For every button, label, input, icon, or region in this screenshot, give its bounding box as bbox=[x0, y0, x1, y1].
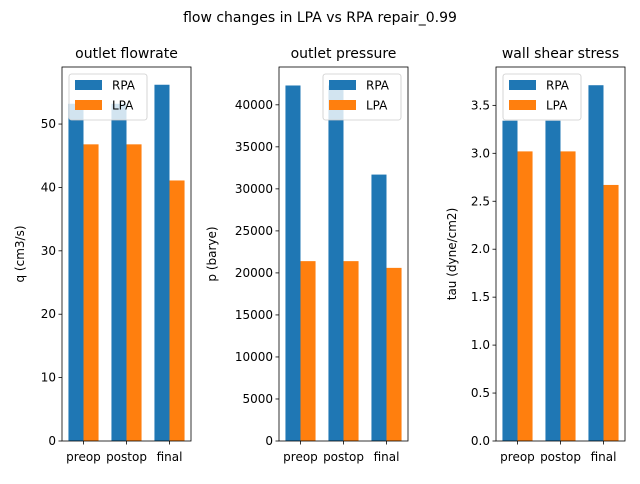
bar-lpa-final bbox=[169, 180, 185, 441]
y-tick-label: 30 bbox=[41, 244, 56, 258]
bar-rpa-final bbox=[371, 174, 387, 441]
bar-rpa-preop bbox=[68, 103, 84, 442]
y-tick-label: 40000 bbox=[235, 98, 273, 112]
y-tick-label: 2.0 bbox=[471, 242, 490, 256]
bar-lpa-final bbox=[386, 267, 402, 441]
legend-label-lpa: LPA bbox=[546, 99, 568, 113]
y-axis-label: tau (dyne/cm2) bbox=[445, 208, 459, 301]
y-tick-label: 1.5 bbox=[471, 290, 490, 304]
y-tick-label: 1.0 bbox=[471, 338, 490, 352]
legend-label-rpa: RPA bbox=[112, 79, 136, 93]
y-tick-label: 40 bbox=[41, 180, 56, 194]
subplot-2: 0 5000 10000 15000 20000 25000 30000 35000 40000… bbox=[205, 46, 409, 464]
y-tick-label: 2.5 bbox=[471, 194, 490, 208]
x-tick-label: final bbox=[157, 450, 183, 464]
legend-label-rpa: RPA bbox=[366, 79, 390, 93]
x-tick-label: preop bbox=[283, 450, 318, 464]
y-tick-label: 0 bbox=[48, 434, 56, 448]
legend-label-rpa: RPA bbox=[546, 79, 570, 93]
legend-swatch-rpa bbox=[329, 80, 356, 90]
bar-rpa-postop bbox=[111, 103, 127, 442]
x-tick-label: postop bbox=[106, 450, 147, 464]
y-axis-label: p (barye) bbox=[205, 226, 219, 281]
bar-rpa-preop bbox=[502, 120, 518, 441]
y-axis-label: q (cm3/s) bbox=[13, 225, 27, 282]
y-tick-label: 5000 bbox=[242, 392, 273, 406]
legend-label-lpa: LPA bbox=[112, 99, 134, 113]
bar-lpa-postop bbox=[560, 151, 576, 441]
bar-lpa-preop bbox=[300, 261, 316, 441]
y-tick-label: 10000 bbox=[235, 350, 273, 364]
y-tick-label: 15000 bbox=[235, 308, 273, 322]
legend: RPA LPA bbox=[68, 73, 148, 121]
legend-swatch-lpa bbox=[329, 100, 356, 110]
bar-rpa-postop bbox=[545, 120, 561, 441]
y-tick-label: 3.0 bbox=[471, 146, 490, 160]
y-tick-label: 20000 bbox=[235, 266, 273, 280]
subplot-title: outlet flowrate bbox=[75, 46, 178, 62]
y-tick-label: 0.5 bbox=[471, 386, 490, 400]
x-tick-label: preop bbox=[66, 450, 101, 464]
bar-lpa-postop bbox=[343, 261, 359, 441]
y-tick-label: 25000 bbox=[235, 224, 273, 238]
bar-lpa-final bbox=[603, 184, 619, 441]
x-tick-label: postop bbox=[540, 450, 581, 464]
legend-swatch-rpa bbox=[509, 80, 536, 90]
legend: RPA LPA bbox=[322, 73, 402, 121]
bar-lpa-postop bbox=[126, 144, 142, 441]
subplot-3: 0.0 0.5 1.0 1.5 2.0 2.5 3.0 3.5 preop postop final… bbox=[445, 46, 626, 464]
legend-swatch-lpa bbox=[509, 100, 536, 110]
bar-rpa-final bbox=[154, 84, 170, 441]
subplot-title: outlet pressure bbox=[291, 46, 397, 62]
bar-rpa-final bbox=[588, 85, 604, 441]
y-tick-label: 35000 bbox=[235, 140, 273, 154]
figure-suptitle: flow changes in LPA vs RPA repair_0.99 bbox=[183, 10, 457, 26]
y-tick-label: 0 bbox=[265, 434, 273, 448]
y-tick-label: 50 bbox=[41, 117, 56, 131]
x-tick-label: postop bbox=[323, 450, 364, 464]
y-tick-label: 20 bbox=[41, 307, 56, 321]
legend-label-lpa: LPA bbox=[366, 99, 388, 113]
y-tick-label: 30000 bbox=[235, 182, 273, 196]
x-tick-label: final bbox=[591, 450, 617, 464]
legend: RPA LPA bbox=[502, 73, 582, 121]
bar-rpa-preop bbox=[285, 85, 301, 442]
legend-swatch-rpa bbox=[75, 80, 102, 90]
subplots: 0 10 20 30 40 50 preop postop final outlet flowra… bbox=[13, 46, 626, 464]
bar-lpa-preop bbox=[83, 144, 99, 441]
y-tick-label: 10 bbox=[41, 371, 56, 385]
bar-lpa-preop bbox=[517, 151, 533, 441]
y-tick-label: 0.0 bbox=[471, 434, 490, 448]
subplot-title: wall shear stress bbox=[502, 46, 619, 62]
legend-swatch-lpa bbox=[75, 100, 102, 110]
bar-rpa-postop bbox=[328, 85, 344, 442]
subplot-1: 0 10 20 30 40 50 preop postop final outlet flowra… bbox=[13, 46, 192, 464]
x-tick-label: preop bbox=[500, 450, 535, 464]
y-tick-label: 3.5 bbox=[471, 98, 490, 112]
x-tick-label: final bbox=[374, 450, 400, 464]
